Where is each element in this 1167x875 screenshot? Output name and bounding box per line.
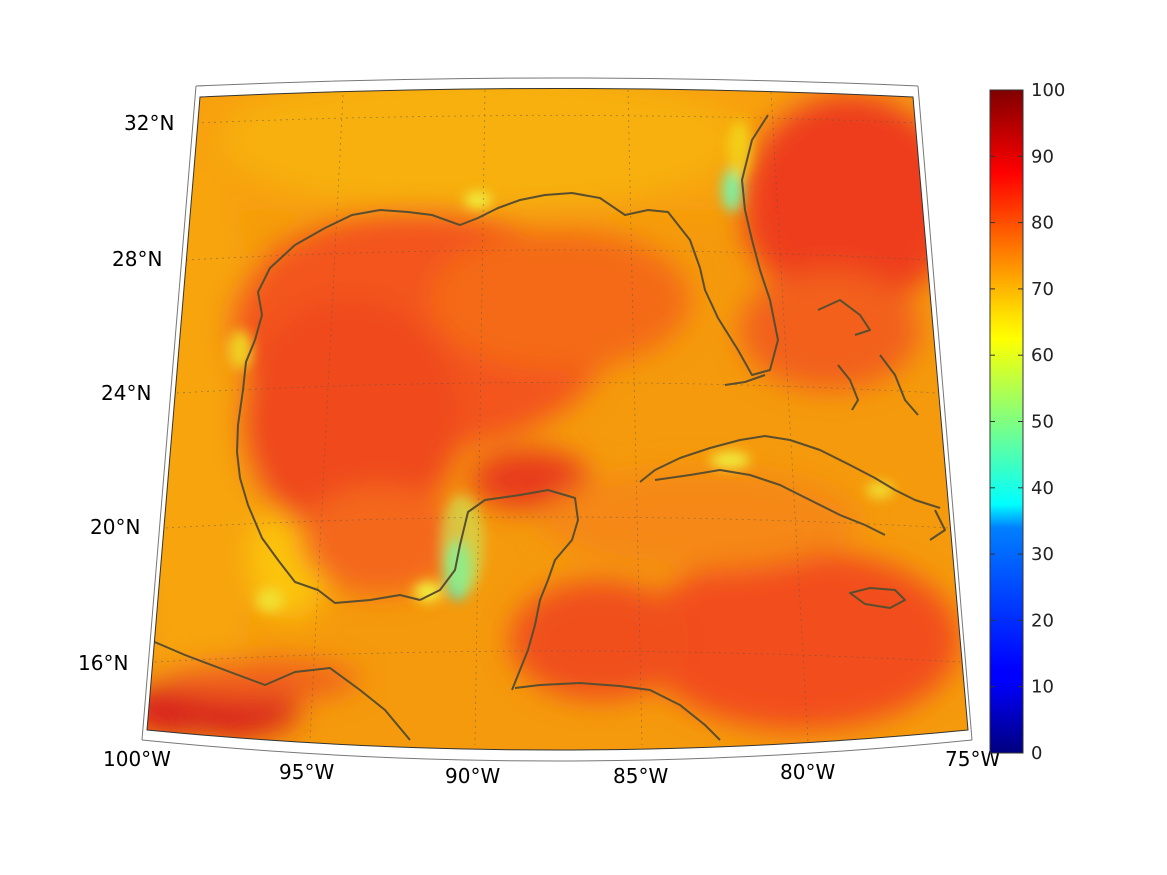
humidity-field bbox=[147, 88, 968, 750]
coastlines bbox=[149, 114, 946, 741]
colorbar-tick-label: 50 bbox=[1031, 412, 1054, 433]
colorbar-tick-label: 60 bbox=[1031, 345, 1054, 366]
colorbar-tick-label: 30 bbox=[1031, 544, 1054, 565]
colorbar-ticks: 0 10 20 30 40 50 60 70 80 90 100 bbox=[990, 80, 1065, 764]
lon-tick-label: 95°W bbox=[279, 760, 334, 784]
colorbar-tick-label: 40 bbox=[1031, 478, 1054, 499]
colorbar-tick-label: 100 bbox=[1031, 80, 1065, 101]
lon-tick-label: 90°W bbox=[445, 764, 500, 788]
lat-tick-label: 28°N bbox=[112, 247, 162, 271]
colorbar-tick-label: 0 bbox=[1031, 743, 1042, 764]
lon-tick-label: 80°W bbox=[780, 760, 835, 784]
lat-tick-label: 16°N bbox=[78, 651, 128, 675]
graticule bbox=[154, 89, 961, 746]
colorbar-tick-label: 90 bbox=[1031, 146, 1054, 167]
lat-tick-label: 24°N bbox=[101, 381, 151, 405]
colorbar: 0 10 20 30 40 50 60 70 80 90 100 bbox=[989, 80, 1065, 764]
colorbar-tick-label: 10 bbox=[1031, 677, 1054, 698]
map-frame bbox=[146, 88, 969, 751]
lat-tick-label: 20°N bbox=[90, 515, 140, 539]
lon-tick-label: 85°W bbox=[613, 764, 668, 788]
colorbar-tick-label: 70 bbox=[1031, 279, 1054, 300]
colorbar-tick-label: 80 bbox=[1031, 213, 1054, 234]
lon-tick-label: 100°W bbox=[103, 747, 171, 771]
colorbar-tick-label: 20 bbox=[1031, 610, 1054, 631]
lat-tick-label: 32°N bbox=[124, 111, 174, 135]
